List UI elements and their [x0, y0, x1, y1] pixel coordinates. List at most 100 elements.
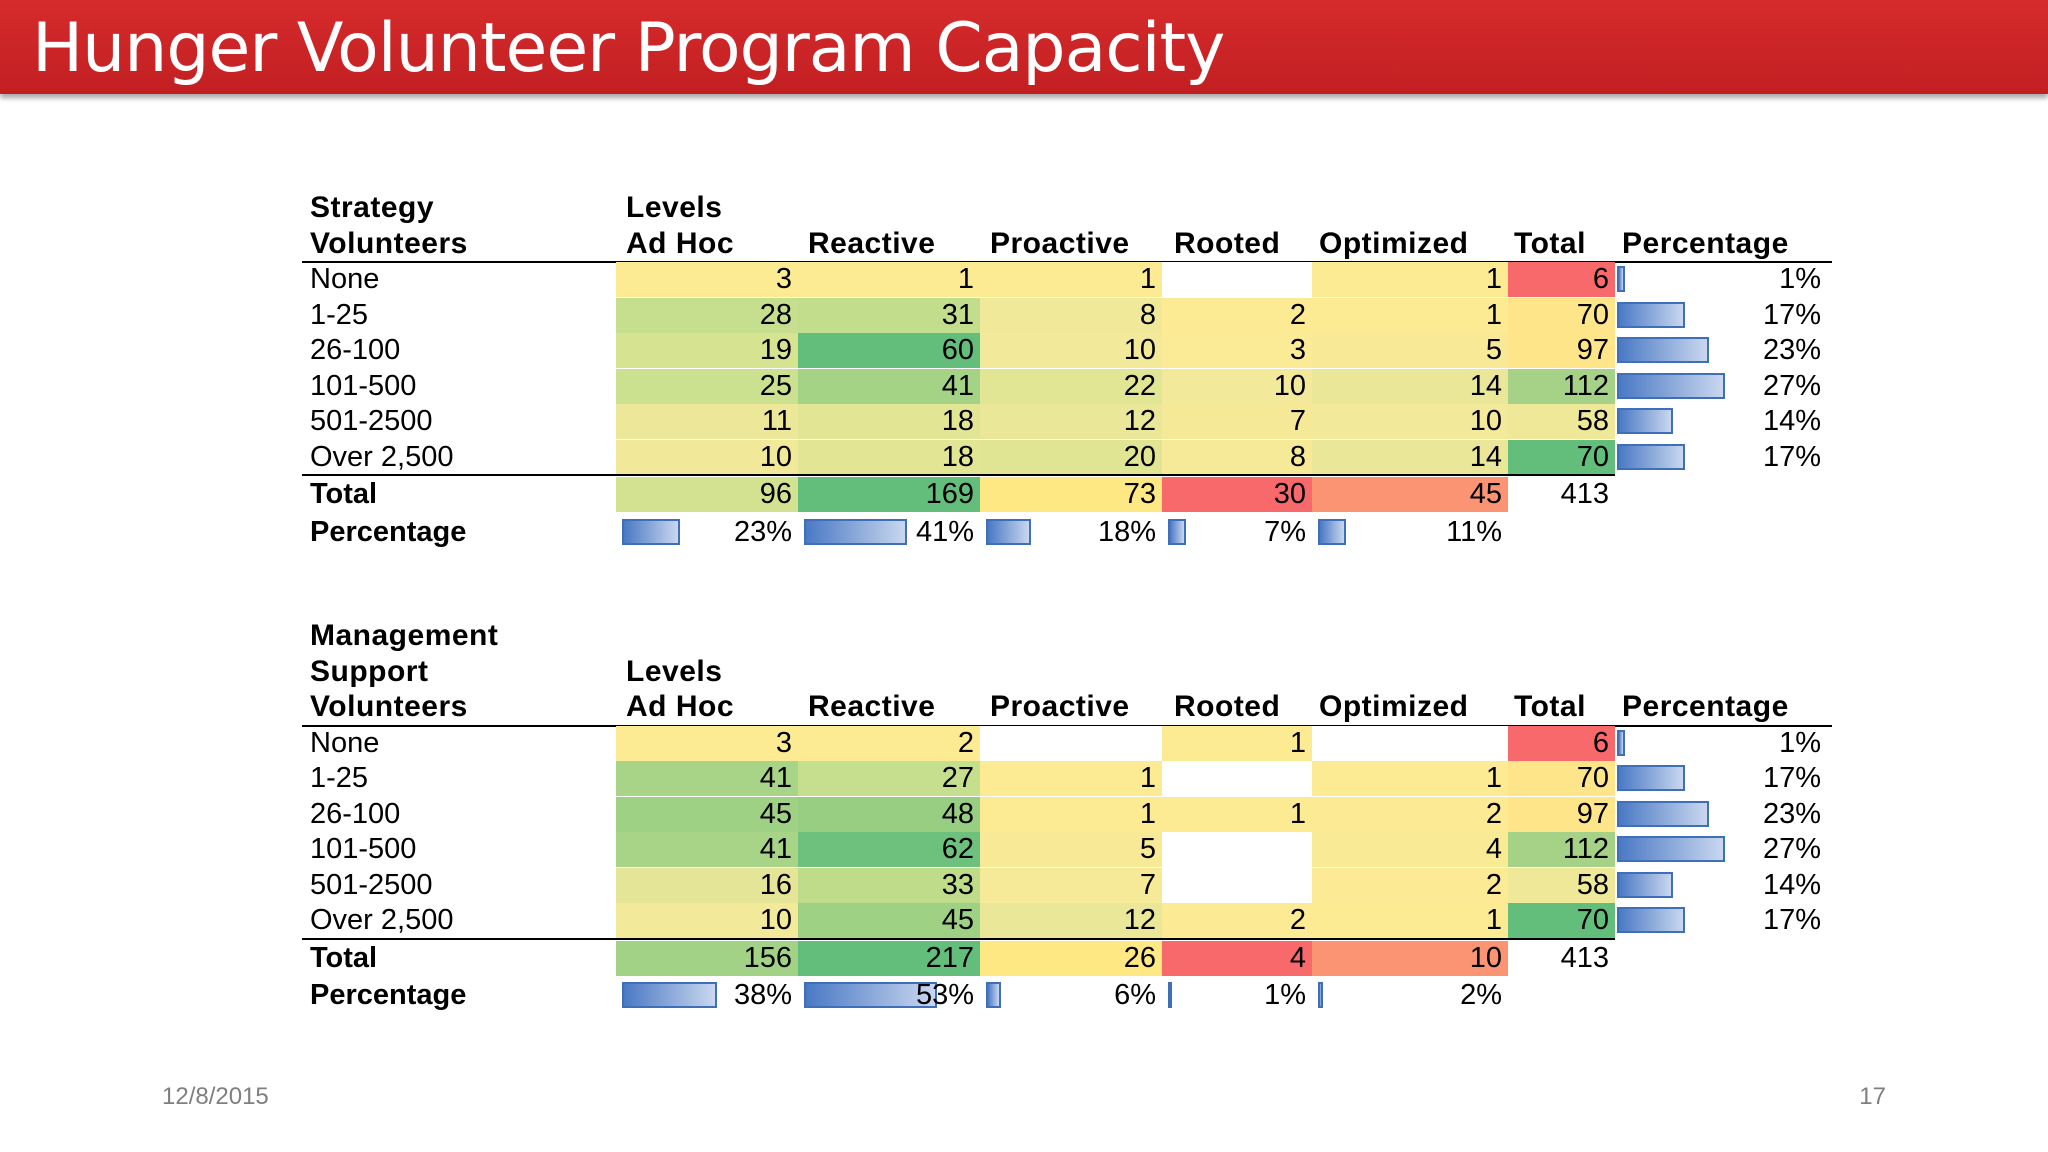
- column-header-reactive: Reactive: [808, 226, 936, 260]
- value-cell: 19: [616, 333, 798, 368]
- percentage-row: Percentage 38% 53% 6% 1% 2%: [302, 978, 1832, 1013]
- table-header-label: Volunteers: [310, 690, 468, 723]
- row-percentage-cell: 27%: [1615, 369, 1827, 404]
- levels-label: Levels: [626, 191, 723, 224]
- table-row: 26-100 19 60 10 3 5 97 23%: [302, 333, 1832, 368]
- column-percentage-cell: 38%: [616, 978, 798, 1013]
- value-cell: 1: [1312, 297, 1508, 333]
- value-cell: [1162, 867, 1312, 903]
- value-cell: 10: [1312, 404, 1508, 439]
- value-cell: 18: [798, 404, 980, 439]
- value-cell: 27: [798, 761, 980, 796]
- percentage-data-bar: [1617, 266, 1625, 292]
- row-label: 101-500: [310, 369, 417, 402]
- grand-total-cell: 413: [1560, 478, 1609, 510]
- row-percentage-cell: 27%: [1615, 832, 1827, 867]
- percentage-data-bar: [1617, 408, 1673, 434]
- value-cell: 12: [980, 903, 1162, 938]
- value-cell: 60: [798, 333, 980, 368]
- table-row: None 3 1 1 1 6 1%: [302, 262, 1832, 297]
- row-percentage-cell: 17%: [1615, 298, 1827, 333]
- table-header-label: Strategy: [310, 191, 435, 224]
- percentage-data-bar: [1617, 301, 1685, 328]
- column-percentage-cell: 23%: [616, 515, 798, 550]
- column-total-cell: 96: [616, 477, 798, 512]
- row-total-cell: 58: [1508, 867, 1615, 903]
- value-cell: 48: [798, 796, 980, 832]
- value-cell: [1162, 761, 1312, 796]
- row-percentage-cell: 17%: [1615, 761, 1827, 796]
- row-label: 101-500: [310, 833, 417, 865]
- row-label: 26-100: [310, 797, 401, 830]
- row-total-cell: 97: [1508, 333, 1615, 368]
- percentage-data-bar: [1168, 518, 1186, 545]
- value-cell: 3: [616, 725, 798, 761]
- column-total-cell: 217: [798, 940, 980, 976]
- value-cell: [980, 725, 1162, 761]
- value-cell: 31: [798, 297, 980, 333]
- table-row: Over 2,500 10 45 12 2 1 70 17%: [302, 903, 1832, 938]
- row-percentage-cell: 23%: [1615, 797, 1827, 832]
- row-total-cell: 58: [1508, 404, 1615, 439]
- row-percentage-cell: 14%: [1615, 404, 1827, 439]
- row-total-cell: 6: [1508, 725, 1615, 761]
- total-row: Total 156 217 26 4 10 413: [302, 940, 1832, 976]
- total-row: Total 96 169 73 30 45 413: [302, 477, 1832, 512]
- percentage-data-bar: [1617, 907, 1685, 933]
- percentage-text: 38%: [733, 979, 792, 1011]
- value-cell: 10: [980, 333, 1162, 368]
- percentage-text: 2%: [1460, 979, 1502, 1011]
- percentage-text: 53%: [915, 979, 974, 1011]
- percentage-data-bar: [1617, 836, 1725, 862]
- table-row: 26-100 45 48 1 1 2 97 23%: [302, 796, 1832, 832]
- column-total-cell: 45: [1312, 477, 1508, 512]
- percentage-text: 11%: [1446, 515, 1502, 548]
- percentage-data-bar: [1617, 337, 1709, 363]
- column-percentage-cell: 18%: [980, 515, 1162, 550]
- grand-total-cell: 413: [1560, 941, 1609, 974]
- value-cell: 41: [616, 761, 798, 796]
- value-cell: 1: [1312, 903, 1508, 938]
- percentage-text: 27%: [1762, 833, 1821, 865]
- value-cell: 1: [1162, 725, 1312, 761]
- value-cell: 45: [616, 796, 798, 832]
- value-cell: 10: [1162, 368, 1312, 404]
- table-header-label: Volunteers: [310, 226, 468, 260]
- column-percentage-cell: 41%: [798, 515, 980, 550]
- percentage-data-bar: [622, 518, 680, 545]
- value-cell: 28: [616, 297, 798, 333]
- table-header-label: Management: [310, 619, 499, 652]
- table-row: Over 2,500 10 18 20 8 14 70 17%: [302, 439, 1832, 475]
- value-cell: 7: [980, 867, 1162, 903]
- slide-number: 17: [1859, 1083, 1886, 1110]
- value-cell: 10: [616, 439, 798, 475]
- value-cell: 1: [980, 796, 1162, 832]
- table-row: 101-500 25 41 22 10 14 112 27%: [302, 368, 1832, 404]
- total-divider: [302, 937, 1615, 940]
- column-header-rooted: Rooted: [1174, 690, 1281, 723]
- column-total-cell: 30: [1162, 477, 1312, 512]
- value-cell: [1162, 262, 1312, 297]
- value-cell: 62: [798, 832, 980, 867]
- value-cell: 1: [798, 262, 980, 297]
- value-cell: 25: [616, 368, 798, 404]
- percentage-text: 7%: [1264, 515, 1306, 548]
- column-header-percentage: Percentage: [1622, 226, 1789, 260]
- percentage-text: 18%: [1097, 515, 1156, 548]
- value-cell: 2: [1312, 867, 1508, 903]
- percentage-data-bar: [1617, 800, 1709, 827]
- row-label: Over 2,500: [310, 904, 454, 936]
- percentage-data-bar: [1617, 765, 1685, 791]
- percentage-row-label: Percentage: [310, 979, 467, 1011]
- column-header-proactive: Proactive: [990, 226, 1130, 260]
- row-total-cell: 112: [1508, 832, 1615, 867]
- value-cell: 8: [980, 297, 1162, 333]
- row-total-cell: 70: [1508, 761, 1615, 796]
- percentage-data-bar: [804, 982, 937, 1008]
- column-header-ad-hoc: Ad Hoc: [626, 226, 734, 260]
- percentage-text: 14%: [1762, 405, 1821, 437]
- value-cell: 18: [798, 439, 980, 475]
- percentage-text: 1%: [1779, 263, 1821, 295]
- percentage-text: 27%: [1762, 369, 1821, 402]
- column-header-percentage: Percentage: [1622, 690, 1789, 723]
